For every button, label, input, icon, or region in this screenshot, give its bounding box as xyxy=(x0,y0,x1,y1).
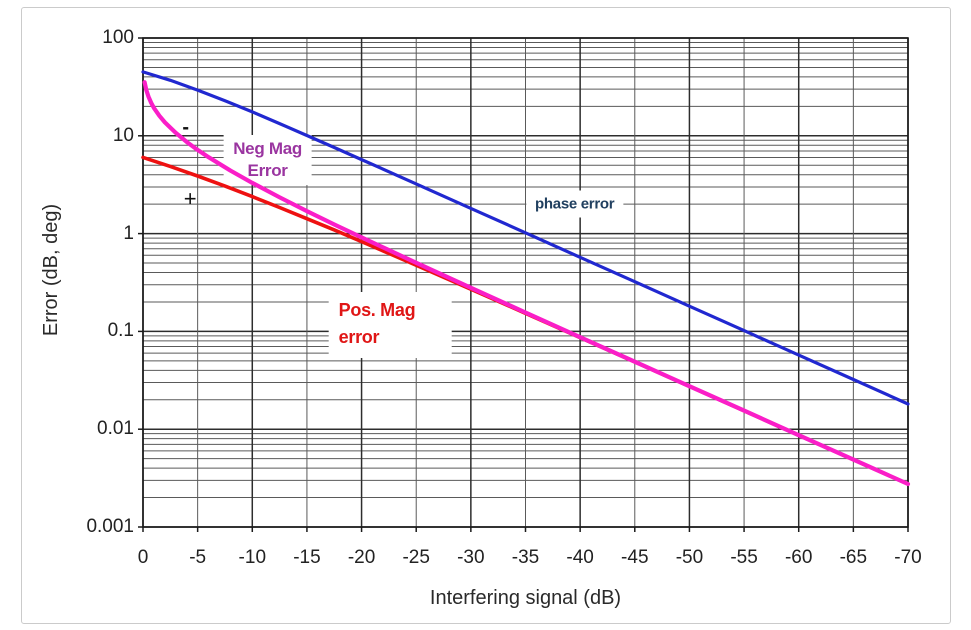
x-tick-label: -55 xyxy=(730,547,758,568)
annotation-neg-mag-label: Neg Mag Error xyxy=(223,134,312,185)
x-tick-label: -45 xyxy=(621,547,649,568)
x-tick-label: -10 xyxy=(238,547,267,568)
annotation-phase-label: phase error xyxy=(526,190,624,218)
y-tick-label: 0.001 xyxy=(86,516,134,537)
annotation-line: - xyxy=(182,116,189,139)
annotation-line: phase error xyxy=(535,195,615,213)
annotation-line: Neg Mag xyxy=(233,138,302,158)
x-tick-label: -15 xyxy=(293,547,321,568)
x-tick-label: 0 xyxy=(137,547,149,568)
x-tick-label: -65 xyxy=(839,547,868,568)
x-axis-label: Interfering signal (dB) xyxy=(429,587,622,609)
x-tick-label: -30 xyxy=(457,547,485,568)
x-tick-label: -25 xyxy=(402,547,430,568)
y-tick-label: 0.01 xyxy=(97,418,134,440)
x-tick-label: -60 xyxy=(784,547,813,568)
y-tick-label: 10 xyxy=(112,124,134,146)
annotation-pos-mag-label: Pos. Mag error xyxy=(328,292,452,359)
annotation-line: Error xyxy=(247,160,288,180)
x-tick-label: -50 xyxy=(675,547,704,568)
annotation-line: Pos. Mag xyxy=(338,300,416,321)
annotation-minus-sign: - xyxy=(182,116,189,140)
x-tick-label: -35 xyxy=(511,547,540,568)
x-tick-label: -70 xyxy=(894,547,922,568)
y-tick-label: 1 xyxy=(123,222,134,244)
y-tick-label: 100 xyxy=(102,27,134,48)
annotation-plus-sign: + xyxy=(184,186,197,212)
y-tick-label: 0.1 xyxy=(107,320,134,342)
x-tick-label: -5 xyxy=(189,547,207,568)
annotation-line: error xyxy=(338,327,380,348)
x-tick-label: -20 xyxy=(347,547,376,568)
annotation-line: + xyxy=(183,185,197,211)
x-tick-label: -40 xyxy=(566,547,594,568)
